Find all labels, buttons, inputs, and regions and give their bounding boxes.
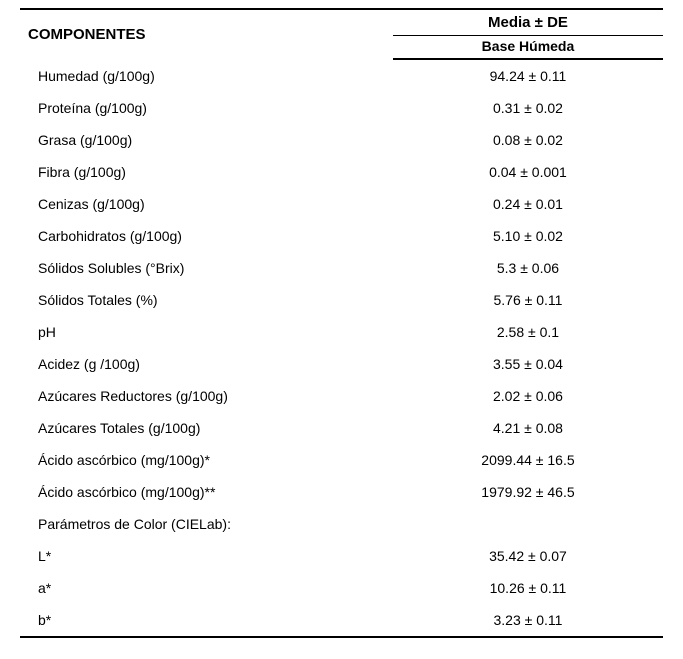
table-row: L*35.42 ± 0.07 [20, 540, 663, 572]
table-row: b*3.23 ± 0.11 [20, 604, 663, 637]
row-label: Carbohidratos (g/100g) [20, 220, 393, 252]
table-body: Humedad (g/100g)94.24 ± 0.11 Proteína (g… [20, 59, 663, 637]
row-value: 2.02 ± 0.06 [393, 380, 663, 412]
row-value: 10.26 ± 0.11 [393, 572, 663, 604]
row-value: 94.24 ± 0.11 [393, 59, 663, 92]
table-row: Sólidos Totales (%)5.76 ± 0.11 [20, 284, 663, 316]
table-row: Ácido ascórbico (mg/100g)**1979.92 ± 46.… [20, 476, 663, 508]
header-base-humeda: Base Húmeda [393, 36, 663, 60]
row-label: a* [20, 572, 393, 604]
row-label: Ácido ascórbico (mg/100g)** [20, 476, 393, 508]
row-label: Azúcares Reductores (g/100g) [20, 380, 393, 412]
table-row: Sólidos Solubles (°Brix)5.3 ± 0.06 [20, 252, 663, 284]
row-value: 2099.44 ± 16.5 [393, 444, 663, 476]
row-label: L* [20, 540, 393, 572]
table-row: Azúcares Reductores (g/100g)2.02 ± 0.06 [20, 380, 663, 412]
row-value: 35.42 ± 0.07 [393, 540, 663, 572]
row-label: Ácido ascórbico (mg/100g)* [20, 444, 393, 476]
table-row: Acidez (g /100g)3.55 ± 0.04 [20, 348, 663, 380]
row-label: Humedad (g/100g) [20, 59, 393, 92]
row-value: 0.31 ± 0.02 [393, 92, 663, 124]
table-row: Ácido ascórbico (mg/100g)*2099.44 ± 16.5 [20, 444, 663, 476]
table-row: Carbohidratos (g/100g)5.10 ± 0.02 [20, 220, 663, 252]
row-label: b* [20, 604, 393, 637]
header-componentes: COMPONENTES [20, 9, 393, 59]
row-value: 2.58 ± 0.1 [393, 316, 663, 348]
row-label: Cenizas (g/100g) [20, 188, 393, 220]
row-value: 1979.92 ± 46.5 [393, 476, 663, 508]
row-value: 0.08 ± 0.02 [393, 124, 663, 156]
row-value: 0.04 ± 0.001 [393, 156, 663, 188]
row-label: Acidez (g /100g) [20, 348, 393, 380]
row-label: Proteína (g/100g) [20, 92, 393, 124]
row-value: 4.21 ± 0.08 [393, 412, 663, 444]
row-value: 3.55 ± 0.04 [393, 348, 663, 380]
row-label: Fibra (g/100g) [20, 156, 393, 188]
composition-table: COMPONENTES Media ± DE Base Húmeda Humed… [20, 8, 663, 638]
row-value: 0.24 ± 0.01 [393, 188, 663, 220]
row-label: pH [20, 316, 393, 348]
row-value: 3.23 ± 0.11 [393, 604, 663, 637]
header-media-de: Media ± DE [393, 9, 663, 36]
table-row: Grasa (g/100g)0.08 ± 0.02 [20, 124, 663, 156]
row-label: Sólidos Solubles (°Brix) [20, 252, 393, 284]
row-value [393, 508, 663, 540]
row-label: Azúcares Totales (g/100g) [20, 412, 393, 444]
row-label: Sólidos Totales (%) [20, 284, 393, 316]
table-row: Fibra (g/100g)0.04 ± 0.001 [20, 156, 663, 188]
row-label: Grasa (g/100g) [20, 124, 393, 156]
row-value: 5.76 ± 0.11 [393, 284, 663, 316]
table-row: Azúcares Totales (g/100g)4.21 ± 0.08 [20, 412, 663, 444]
table-row: a*10.26 ± 0.11 [20, 572, 663, 604]
row-value: 5.10 ± 0.02 [393, 220, 663, 252]
table-row: Humedad (g/100g)94.24 ± 0.11 [20, 59, 663, 92]
row-value: 5.3 ± 0.06 [393, 252, 663, 284]
table-row: Cenizas (g/100g)0.24 ± 0.01 [20, 188, 663, 220]
table-row: pH2.58 ± 0.1 [20, 316, 663, 348]
table-row: Parámetros de Color (CIELab): [20, 508, 663, 540]
row-label: Parámetros de Color (CIELab): [20, 508, 393, 540]
table-row: Proteína (g/100g)0.31 ± 0.02 [20, 92, 663, 124]
